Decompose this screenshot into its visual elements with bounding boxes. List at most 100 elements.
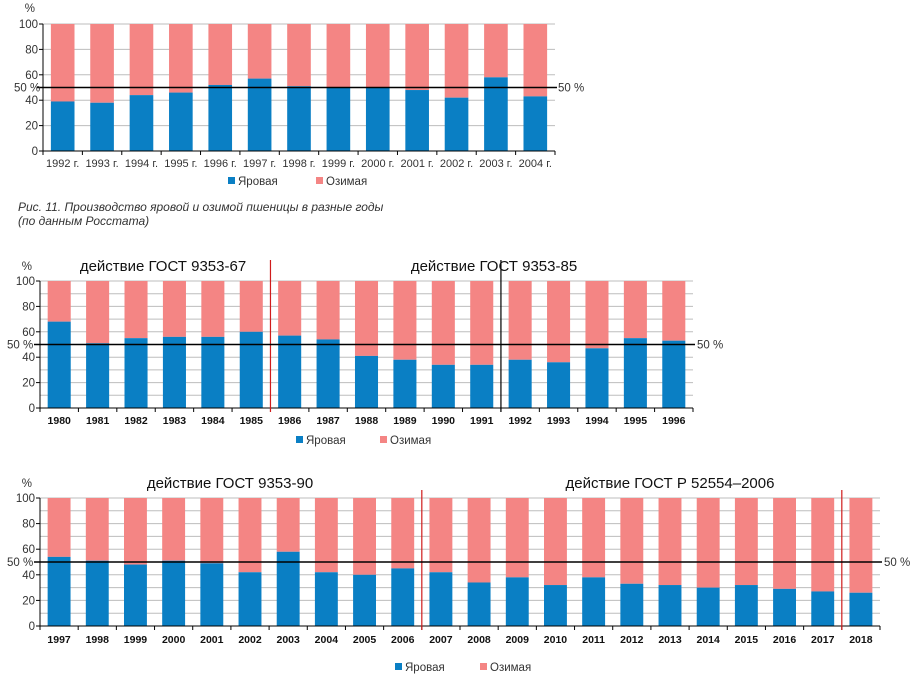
chart3-bar-winter bbox=[773, 498, 796, 589]
chart3-x-tick-label: 2001 bbox=[200, 634, 224, 646]
chart3-bar-winter bbox=[47, 498, 71, 557]
chart3-bar-winter bbox=[505, 498, 529, 578]
chart3-bar-winter bbox=[734, 498, 758, 586]
chart1-bar-winter bbox=[523, 24, 548, 97]
chart1-y-tick-label: 60 bbox=[25, 70, 38, 82]
chart2-fifty-label-left: 50 % bbox=[7, 340, 33, 352]
chart2-legend-label: Яровая bbox=[306, 435, 346, 447]
chart3-bar-winter bbox=[696, 498, 720, 588]
chart2-bar-winter bbox=[124, 281, 148, 339]
chart3-x-tick-label: 2018 bbox=[849, 634, 873, 646]
chart3-x-tick-label: 2009 bbox=[506, 634, 530, 646]
chart3-x-tick-label: 2003 bbox=[277, 634, 301, 646]
chart3-x-tick-label: 2012 bbox=[620, 634, 644, 646]
chart2-x-tick-label: 1982 bbox=[124, 415, 148, 427]
chart3-bar-winter bbox=[353, 498, 376, 575]
chart3-y-tick-label: 80 bbox=[22, 519, 35, 531]
caption-line-2: (по данным Росстата) bbox=[18, 214, 150, 228]
chart1-x-tick-label: 1999 г. bbox=[322, 158, 355, 170]
chart1-legend-label: Озимая bbox=[326, 176, 367, 188]
chart3-bar-spring bbox=[696, 587, 720, 626]
chart1-bar-spring bbox=[405, 90, 429, 151]
chart3-gost-annotation: действие ГОСТ Р 52554–2006 bbox=[566, 475, 775, 492]
chart3-bar-winter bbox=[238, 498, 262, 573]
chart1-bar-spring bbox=[90, 102, 114, 151]
chart2-x-tick-label: 1985 bbox=[240, 415, 264, 427]
chart3-bar-winter bbox=[620, 498, 644, 584]
chart1-bar-spring bbox=[287, 86, 311, 151]
chart1-x-tick-label: 2003 г. bbox=[479, 158, 512, 170]
chart3-x-tick-label: 1997 bbox=[47, 634, 71, 646]
chart1-x-tick-label: 1992 г. bbox=[46, 158, 79, 170]
chart2-bar-spring bbox=[431, 364, 455, 408]
chart2-gost-annotation: действие ГОСТ 9353-85 bbox=[411, 258, 577, 275]
chart3-bar-spring bbox=[429, 572, 453, 626]
chart3-bar-spring bbox=[85, 560, 109, 626]
chart3-bar-winter bbox=[658, 498, 682, 586]
chart2-x-tick-label: 1991 bbox=[470, 415, 494, 427]
chart2-bar-winter bbox=[47, 281, 71, 322]
chart1-bar-spring bbox=[129, 95, 154, 151]
chart3-x-tick-label: 2016 bbox=[773, 634, 797, 646]
chart3-bar-spring bbox=[505, 577, 529, 626]
chart3-fifty-label-right: 50 % bbox=[884, 557, 910, 569]
chart3-x-tick-label: 1998 bbox=[86, 634, 110, 646]
chart2-bar-spring bbox=[354, 355, 379, 408]
chart3-x-tick-label: 2017 bbox=[811, 634, 835, 646]
chart3-bar-spring bbox=[314, 572, 338, 626]
chart3-legend-swatch bbox=[480, 663, 487, 670]
chart2-y-unit-label: % bbox=[22, 261, 32, 273]
chart1-bar-spring bbox=[365, 87, 390, 151]
chart3-x-tick-label: 2006 bbox=[391, 634, 415, 646]
chart1-bar-winter bbox=[287, 24, 311, 87]
chart3-gost-annotation: действие ГОСТ 9353-90 bbox=[147, 475, 313, 492]
chart2-x-tick-label: 1983 bbox=[163, 415, 187, 427]
chart3-x-tick-label: 2014 bbox=[697, 634, 721, 646]
chart3-y-tick-label: 40 bbox=[22, 570, 35, 582]
chart2-bar-spring bbox=[508, 359, 532, 408]
chart2-gost-annotation: действие ГОСТ 9353-67 bbox=[80, 258, 246, 275]
chart2-bar-winter bbox=[662, 281, 686, 341]
chart2-bar-spring bbox=[201, 336, 225, 408]
chart3-x-tick-label: 2000 bbox=[162, 634, 186, 646]
chart3-bar-winter bbox=[849, 498, 873, 593]
chart2-x-tick-label: 1992 bbox=[508, 415, 532, 427]
chart2-bar-winter bbox=[585, 281, 609, 349]
chart2-x-tick-label: 1993 bbox=[547, 415, 571, 427]
chart3-bar-winter bbox=[391, 498, 415, 569]
chart3-bar-spring bbox=[620, 583, 644, 626]
chart1-legend-swatch bbox=[316, 177, 323, 184]
chart3-legend-label: Яровая bbox=[405, 662, 445, 674]
chart3-bar-spring bbox=[811, 591, 835, 626]
chart1-x-tick-label: 1993 г. bbox=[85, 158, 118, 170]
chart2-bar-winter bbox=[431, 281, 455, 365]
chart1-legend-label: Яровая bbox=[238, 176, 278, 188]
chart3-bar-spring bbox=[582, 577, 606, 626]
chart3-x-tick-label: 2008 bbox=[467, 634, 491, 646]
chart1-bar-spring bbox=[247, 78, 272, 151]
chart3-x-tick-label: 2002 bbox=[238, 634, 262, 646]
chart3-x-tick-label: 2007 bbox=[429, 634, 453, 646]
chart3-bar-winter bbox=[544, 498, 567, 586]
chart1-bar-spring bbox=[484, 77, 508, 151]
chart3-bar-winter bbox=[200, 498, 224, 564]
chart2-bar-spring bbox=[393, 359, 417, 408]
chart2-bar-winter bbox=[623, 281, 647, 339]
caption-line-1: Рис. 11. Производство яровой и озимой пш… bbox=[18, 200, 384, 214]
chart3-bar-spring bbox=[773, 588, 796, 626]
chart3-y-tick-label: 0 bbox=[29, 621, 35, 633]
chart2-y-tick-label: 20 bbox=[22, 378, 35, 390]
figure-caption: Рис. 11. Производство яровой и озимой пш… bbox=[18, 200, 383, 228]
chart3-y-tick-label: 20 bbox=[22, 595, 35, 607]
chart1-x-tick-label: 1997 г. bbox=[243, 158, 276, 170]
chart3-bar-winter bbox=[582, 498, 606, 578]
chart1-bar-winter bbox=[326, 24, 351, 88]
chart1-bar-winter bbox=[247, 24, 272, 79]
chart3-bar-spring bbox=[658, 585, 682, 626]
chart1-x-tick-label: 1996 г. bbox=[204, 158, 237, 170]
chart2-y-tick-label: 0 bbox=[29, 403, 35, 415]
chart3-bar-winter bbox=[314, 498, 338, 573]
chart1-x-tick-label: 2001 г. bbox=[401, 158, 434, 170]
chart2-bar-winter bbox=[393, 281, 417, 360]
chart1-bar-spring bbox=[523, 96, 548, 151]
